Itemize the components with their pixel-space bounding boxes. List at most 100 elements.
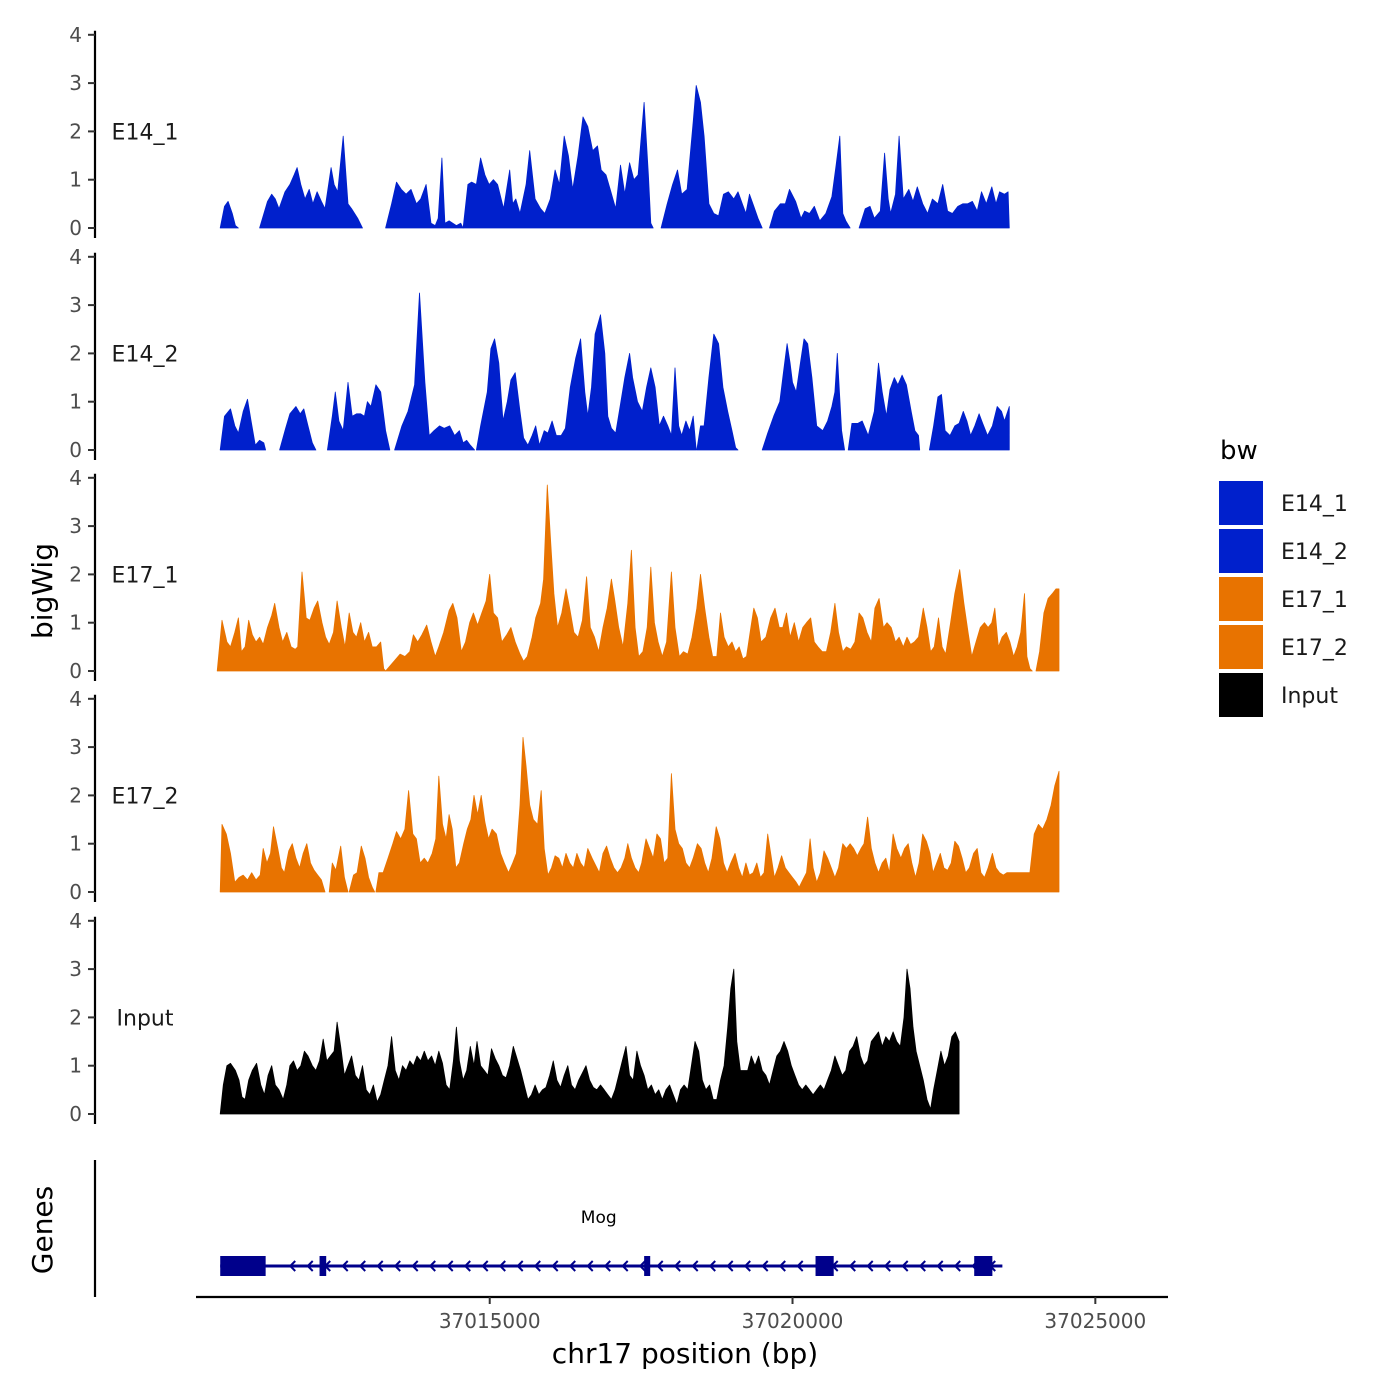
track-label: E14_2 [112,342,179,367]
legend-title: bw [1220,436,1258,466]
legend-label: E14_1 [1281,492,1348,517]
track-e17_2: 0 1 2 3 4 E17_2 [69,687,1060,904]
strand-arrow [446,1260,454,1272]
legend-swatch [1219,529,1263,573]
y-tick-label: 3 [69,735,82,759]
coverage-area [219,398,266,451]
legend-label: E14_2 [1281,540,1348,565]
coverage-area [847,362,921,451]
y-tick-label: 1 [69,168,82,192]
coverage-area [279,406,317,451]
coverage-area [259,135,363,229]
coverage-area [219,201,239,229]
gene-exon [815,1256,834,1276]
y-tick-label: 4 [69,687,82,711]
coverage-area [216,571,386,672]
strand-arrow [376,1260,384,1272]
genes-panel-title: Genes [26,1186,59,1274]
y-axis-title: bigWig [26,543,59,639]
strand-arrow [691,1260,699,1272]
coverage-area [375,737,1060,893]
strand-arrow [621,1260,629,1272]
strand-arrow [603,1260,611,1272]
x-axis: 37015000 37020000 37025000 [196,1295,1168,1333]
strand-arrow [638,1260,646,1272]
y-tick-label: 1 [69,1054,82,1078]
y-tick-label: 4 [69,23,82,47]
track-e14_1: 0 1 2 3 4 E14_1 [69,23,1010,240]
track-e17_1: 0 1 2 3 4 E17_1 [69,466,1060,683]
y-tick-label: 3 [69,71,82,95]
strand-arrow [673,1260,681,1272]
strand-arrow [481,1260,489,1272]
strand-arrow [708,1260,716,1272]
y-tick-label: 4 [69,909,82,933]
track-input: 0 1 2 3 4 Input [69,909,960,1126]
strand-arrow [778,1260,786,1272]
strand-arrow [796,1260,804,1272]
x-tick-label: 37025000 [1044,1309,1146,1333]
gene-exon [319,1256,327,1276]
x-axis-title: chr17 position (bp) [552,1337,818,1370]
strand-arrow [883,1260,891,1272]
legend-swatch [1219,625,1263,669]
genes-panel: Mog [93,1160,1003,1297]
legend-swatch [1219,481,1263,525]
track-label: E17_1 [112,563,179,588]
y-tick-label: 0 [69,880,82,904]
strand-arrow [761,1260,769,1272]
strand-arrow [586,1260,594,1272]
y-tick-label: 0 [69,216,82,240]
coverage-area [462,102,654,229]
y-tick-label: 2 [69,783,82,807]
y-tick-label: 2 [69,562,82,586]
y-tick-label: 4 [69,245,82,269]
y-tick-label: 3 [69,293,82,317]
strand-arrow [463,1260,471,1272]
coverage-area [327,382,391,451]
y-tick-label: 3 [69,957,82,981]
y-tick-label: 2 [69,1005,82,1029]
coverage-area [660,85,763,229]
coverage-area [348,845,376,893]
gene-exon [220,1256,266,1276]
gene-mog: Mog [220,1208,1003,1276]
y-tick-label: 2 [69,341,82,365]
strand-arrow [498,1260,506,1272]
strand-arrow [656,1260,664,1272]
legend-label: Input [1281,684,1338,709]
coverage-area [385,157,464,229]
coverage-area [1035,588,1060,672]
strand-arrow [953,1260,961,1272]
y-tick-label: 4 [69,466,82,490]
strand-arrow [428,1260,436,1272]
strand-arrow [551,1260,559,1272]
strand-arrow [393,1260,401,1272]
coverage-area [761,338,845,451]
track-label: Input [117,1006,174,1031]
y-tick-label: 0 [69,1102,82,1126]
legend-swatch [1219,673,1263,717]
legend-label: E17_2 [1281,636,1348,661]
strand-arrow [743,1260,751,1272]
strand-arrow [936,1260,944,1272]
coverage-area [929,394,1010,451]
strand-arrow [848,1260,856,1272]
x-tick-label: 37015000 [439,1309,541,1333]
coverage-area [769,135,851,229]
gene-exon [644,1256,651,1276]
y-tick-label: 0 [69,659,82,683]
gene-exon [974,1256,993,1276]
strand-arrow [918,1260,926,1272]
legend-swatch [1219,577,1263,621]
y-tick-label: 3 [69,514,82,538]
y-tick-label: 1 [69,390,82,414]
track-label: E17_2 [112,784,179,809]
strand-arrow [726,1260,734,1272]
signal-tracks: 0 1 2 3 4 E14_1 0 1 2 3 4 E14_2 0 1 2 3 4 E17_1 0 1 2 3 4 E17_2… [69,23,1060,1126]
coverage-area [476,314,697,451]
strand-arrow [288,1260,296,1272]
strand-arrow [306,1260,314,1272]
track-e14_2: 0 1 2 3 4 E14_2 [69,245,1010,462]
